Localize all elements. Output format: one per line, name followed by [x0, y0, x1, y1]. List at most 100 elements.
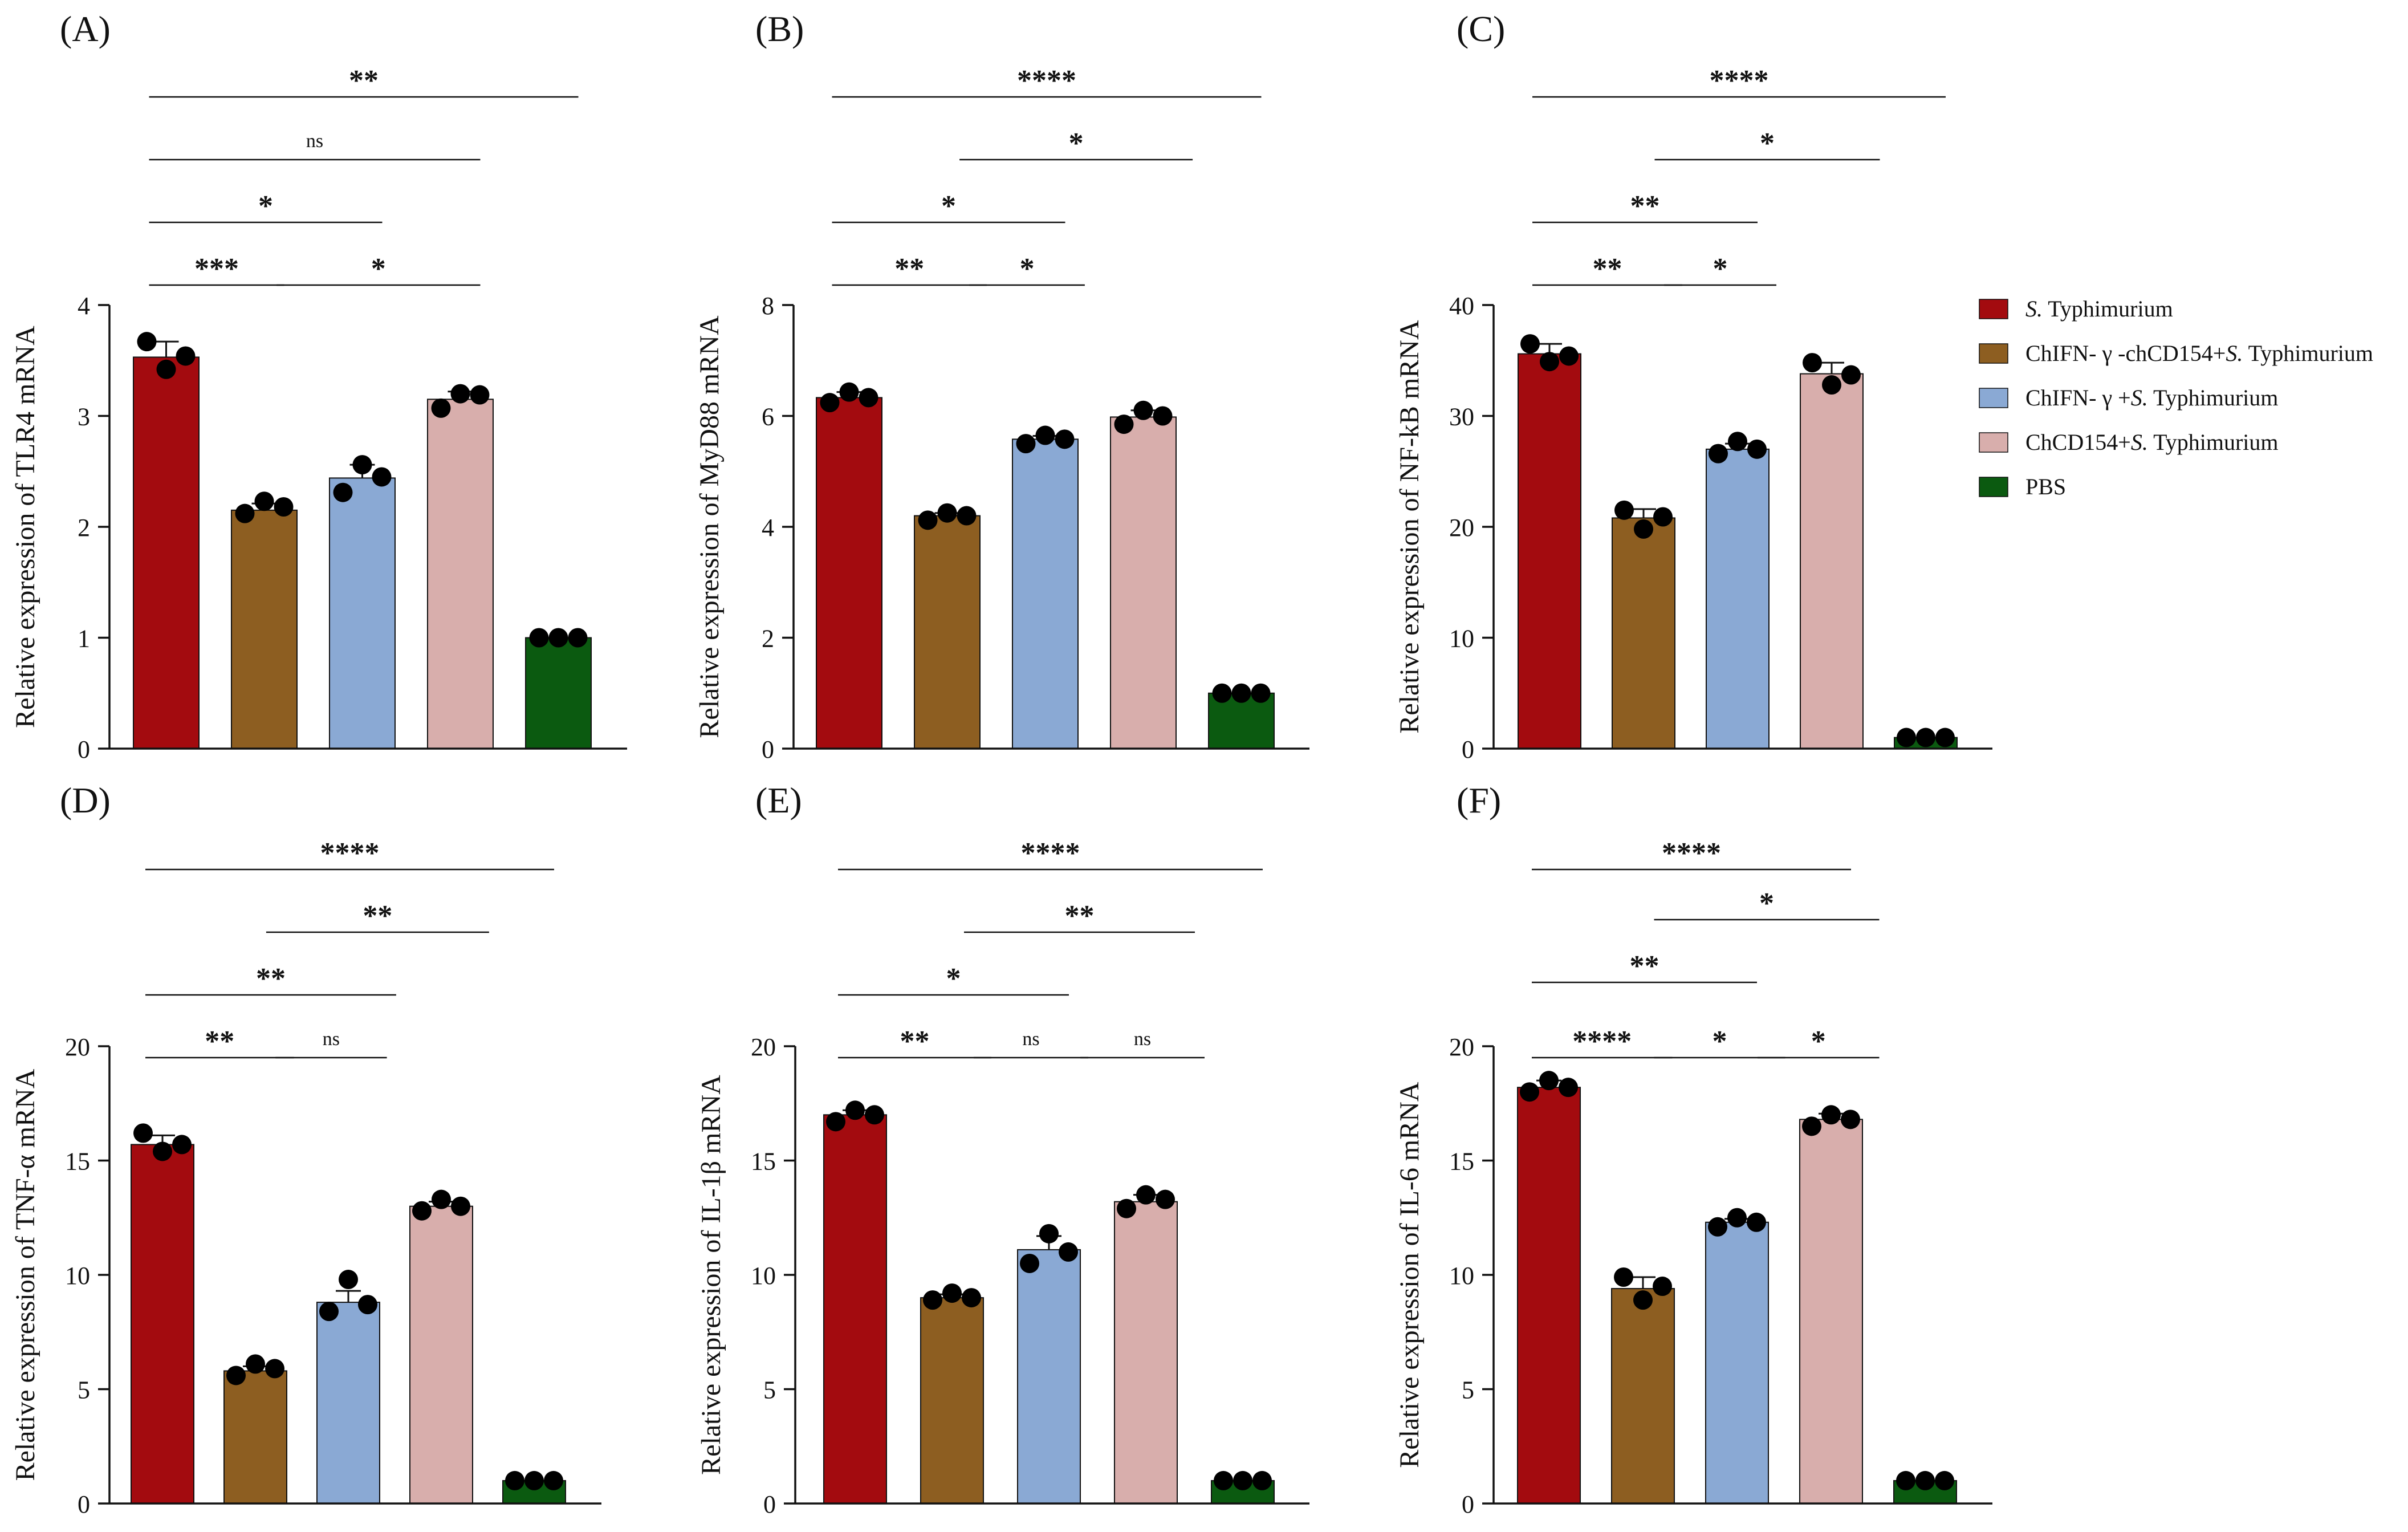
legend-swatch	[1979, 388, 2008, 408]
y-axis-label: Relative expression of TLR4 mRNA	[10, 326, 40, 728]
legend-suffix: Typhimurium	[2043, 296, 2173, 322]
y-axis-label: Relative expression of IL-6 mRNA	[1394, 1082, 1425, 1468]
y-tick-label: 20	[751, 1033, 776, 1061]
y-tick-label: 10	[1449, 1262, 1474, 1290]
y-tick-label: 30	[1449, 403, 1474, 431]
y-tick-label: 2	[762, 625, 774, 653]
significance-label: *	[941, 190, 956, 222]
legend-italic: S.	[2025, 296, 2043, 322]
y-tick-label: 15	[1449, 1148, 1474, 1176]
chart-panel: (B) 0 2 4 6 8 Relative expression of MyD88 mRN…	[694, 9, 1309, 763]
data-point	[265, 1359, 284, 1379]
data-point	[172, 1135, 192, 1155]
legend-label: ChIFN- γ +S. Typhimurium	[2025, 385, 2278, 411]
data-point	[176, 346, 196, 366]
y-tick-label: 10	[65, 1262, 90, 1290]
bar	[1017, 1249, 1081, 1504]
significance-label: *	[1020, 253, 1035, 285]
y-axis-label: Relative expression of TNF-α mRNA	[10, 1068, 40, 1481]
bar	[231, 509, 298, 749]
data-point	[1559, 1078, 1578, 1098]
bar	[1799, 1119, 1863, 1504]
legend-italic: S.	[2131, 429, 2148, 455]
panel-label: (B)	[755, 9, 804, 49]
y-tick-label: 0	[763, 1490, 776, 1518]
data-point	[820, 393, 840, 413]
data-point	[1540, 352, 1559, 372]
data-point	[333, 482, 353, 502]
panel-label: (D)	[60, 780, 111, 820]
legend-italic: S.	[2226, 340, 2243, 366]
data-point	[274, 497, 294, 517]
data-point	[450, 384, 470, 404]
bar	[1705, 1221, 1769, 1505]
data-point	[1520, 1082, 1539, 1102]
y-tick-label: 5	[1462, 1376, 1474, 1404]
panel-label: (C)	[1457, 9, 1505, 49]
significance-label: ****	[1017, 64, 1076, 97]
data-point	[942, 1283, 962, 1303]
legend-swatch	[1979, 343, 2008, 364]
legend-italic: S.	[2131, 385, 2148, 411]
y-tick-label: 15	[65, 1148, 90, 1176]
legend-suffix: Typhimurium	[2243, 340, 2373, 366]
significance-label: **	[205, 1025, 234, 1058]
data-point	[1020, 1253, 1039, 1273]
data-point	[1822, 375, 1841, 395]
significance-label: ****	[1021, 837, 1080, 869]
data-point	[1821, 1105, 1841, 1125]
significance-label: ns	[323, 1029, 340, 1050]
y-tick-label: 6	[762, 403, 774, 431]
bar	[1611, 1288, 1675, 1505]
legend-label: PBS	[2025, 474, 2066, 499]
bar	[409, 1205, 473, 1504]
bar	[316, 1302, 380, 1505]
data-point	[1520, 334, 1540, 354]
data-point	[226, 1366, 246, 1385]
significance-label: ***	[194, 253, 239, 285]
data-point	[432, 1189, 451, 1209]
bar	[1518, 353, 1581, 749]
data-point	[153, 1141, 172, 1161]
y-axis-label: Relative expression of MyD88 mRNA	[694, 315, 725, 738]
data-point	[1935, 1470, 1954, 1490]
panel-label: (F)	[1457, 780, 1501, 820]
y-tick-label: 0	[1462, 735, 1474, 763]
legend-swatch	[1979, 477, 2008, 497]
data-point	[568, 628, 588, 648]
legend-prefix: ChIFN- γ -chCD154+	[2025, 340, 2226, 366]
data-point	[1841, 1110, 1860, 1129]
data-point	[544, 1470, 563, 1490]
data-point	[1055, 429, 1075, 449]
significance-label: ns	[1134, 1029, 1151, 1050]
legend-swatch	[1979, 299, 2008, 319]
y-tick-label: 10	[1449, 625, 1474, 653]
y-tick-label: 15	[751, 1148, 776, 1176]
data-point	[1233, 1470, 1252, 1490]
panel-label: (A)	[60, 9, 111, 49]
y-axis-label: Relative expression of NF-kB mRNA	[1394, 320, 1425, 734]
significance-label: **	[1630, 950, 1659, 982]
bar	[1517, 1087, 1581, 1505]
y-tick-label: 5	[78, 1376, 90, 1404]
y-tick-label: 0	[762, 735, 774, 763]
bar	[1706, 448, 1770, 749]
data-point	[1727, 1208, 1747, 1228]
significance-label: ****	[1662, 837, 1721, 869]
legend-prefix: PBS	[2025, 474, 2066, 499]
significance-label: *	[1713, 253, 1728, 285]
data-point	[1059, 1242, 1078, 1262]
bar	[329, 477, 396, 749]
data-point	[319, 1302, 339, 1322]
bar	[525, 637, 592, 749]
bar	[1114, 1201, 1178, 1504]
significance-label: *	[258, 190, 273, 222]
legend-label: S. Typhimurium	[2025, 296, 2173, 322]
y-tick-label: 0	[78, 735, 90, 763]
significance-label: **	[900, 1025, 930, 1058]
legend-prefix: ChIFN- γ +	[2025, 385, 2131, 411]
significance-label: **	[256, 962, 286, 995]
data-point	[1709, 444, 1728, 464]
y-axis-label: Relative expression of IL-1β mRNA	[696, 1075, 726, 1475]
data-point	[246, 1354, 265, 1374]
